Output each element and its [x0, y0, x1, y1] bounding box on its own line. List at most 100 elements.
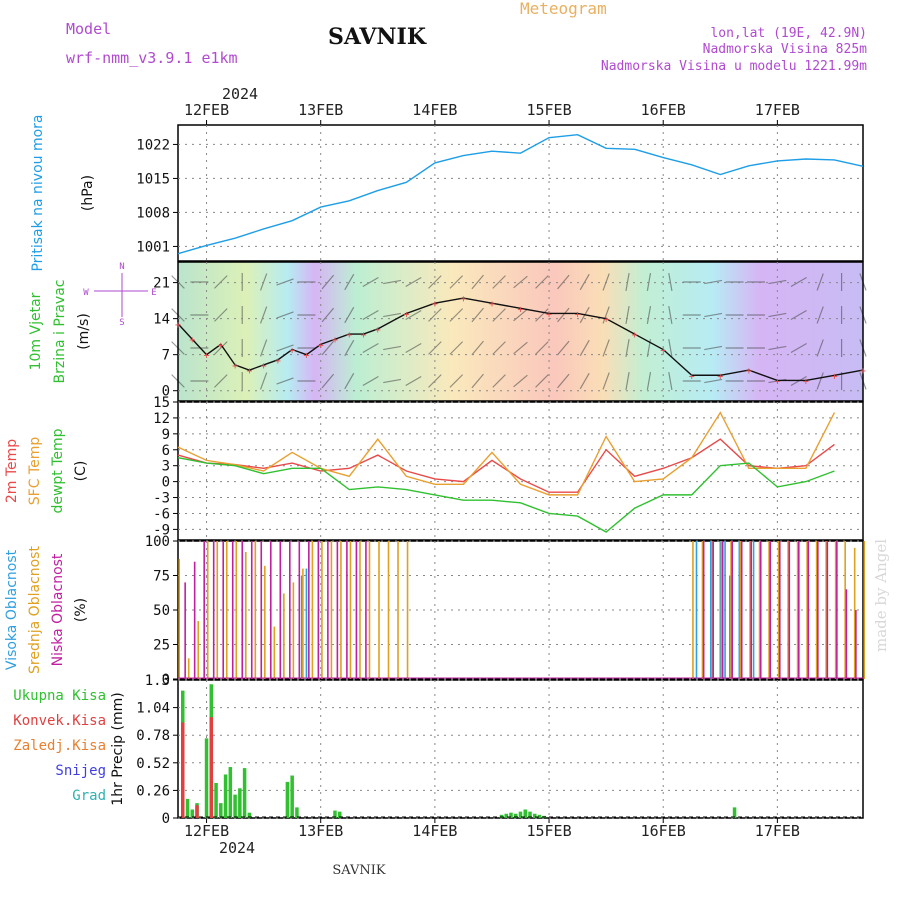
bar-ukupna-kisa [518, 811, 523, 818]
top-day-label: 13FEB [298, 101, 343, 119]
bar-ukupna-kisa [223, 774, 228, 818]
credit-watermark: made by Angel [872, 539, 890, 652]
wind-arrow [557, 274, 570, 290]
gust-marker: + [774, 376, 780, 387]
y-tick-label: 0.78 [136, 728, 170, 744]
bar-niska-oblacnost [807, 541, 810, 679]
bottom-day-label: 14FEB [412, 822, 457, 840]
compass-label: N [119, 262, 124, 272]
wind-arrow [214, 374, 228, 388]
bar-srednja-oblacnost [235, 541, 238, 679]
wind-arrow [405, 276, 422, 288]
wind-arrow [471, 307, 484, 323]
gust-marker: + [375, 325, 381, 336]
top-day-label: 12FEB [184, 101, 229, 119]
wind-arrow [602, 372, 610, 390]
y-tick-label: 1001 [136, 239, 170, 255]
bottom-day-label: 16FEB [641, 822, 686, 840]
bar-niska-oblacnost [231, 541, 234, 679]
bar-niska-oblacnost [817, 541, 819, 679]
bar-visoka-oblacnost [738, 541, 741, 679]
bar-ukupna-kisa [732, 807, 737, 818]
bar-srednja-oblacnost [406, 541, 409, 679]
wind-arrow [259, 372, 268, 390]
wind-arrow [768, 279, 787, 285]
top-day-label: 17FEB [755, 101, 800, 119]
wind-arrow [276, 377, 294, 385]
gust-marker: + [303, 351, 309, 362]
bar-niska-oblacnost [721, 541, 724, 679]
bar-niska-oblacnost [203, 541, 205, 679]
panel-pressure: 1001 1008 1015 1022 Pritisak na nivou mora (h… [30, 114, 864, 272]
wind-arrow [405, 375, 422, 387]
bar-niska-oblacnost [798, 541, 800, 679]
gust-marker: + [575, 309, 581, 320]
bar-visoka-oblacnost [300, 575, 303, 679]
bar-niska-oblacnost [365, 541, 367, 679]
bar-ukupna-kisa [285, 781, 290, 818]
gust-marker: + [275, 356, 281, 367]
bar-srednja-oblacnost [264, 565, 266, 679]
y-tick-label: 9 [162, 427, 170, 443]
top-year: 2024 [222, 85, 258, 103]
model-label: Model [66, 20, 111, 38]
series-line-speed [177, 297, 864, 382]
bar-ukupna-kisa [295, 807, 299, 818]
bar-srednja-oblacnost [225, 541, 228, 679]
wind-arrow [214, 341, 228, 355]
y-axis-label: (m/s) [76, 313, 92, 350]
y-axis-label: 2m Temp [4, 439, 20, 503]
gust-marker: + [831, 371, 837, 382]
bar-ukupna-kisa [190, 809, 195, 818]
y-tick-label: 1022 [136, 137, 170, 153]
bar-srednja-oblacnost [340, 541, 342, 679]
wind-arrow [646, 372, 652, 390]
wind-arrow [625, 372, 630, 390]
y-tick-label: 0 [162, 384, 170, 400]
gust-marker: + [318, 340, 324, 351]
panel-wind: N W E S 0 7 14 21 10m Vjetar Brzina i Pravac (m/s)… [28, 261, 867, 402]
bar-niska-oblacnost [355, 541, 358, 679]
wind-arrow [471, 373, 484, 389]
wind-arrow [362, 375, 379, 387]
elevation-label: Nadmorska Visina 825m [703, 42, 868, 57]
wind-arrow [557, 373, 570, 389]
gust-marker: + [232, 361, 238, 372]
bar-srednja-oblacnost [187, 658, 190, 679]
series-line-dewpt-temp [177, 457, 835, 533]
wind-arrow [383, 312, 402, 318]
wind-arrow [602, 339, 610, 357]
bar-srednja-oblacnost [777, 541, 780, 679]
wind-arrow [816, 372, 824, 390]
bar-niska-oblacnost [740, 541, 743, 679]
gust-marker: + [632, 330, 638, 341]
bar-ukupna-kisa [504, 813, 508, 818]
wind-arrow [276, 278, 294, 286]
bottom-day-label: 12FEB [184, 822, 229, 840]
bar-ukupna-kisa [242, 768, 247, 818]
bar-visoka-oblacnost [305, 568, 308, 679]
wind-arrow [383, 345, 402, 351]
bar-srednja-oblacnost [806, 541, 808, 679]
bar-ukupna-kisa [238, 788, 242, 818]
bar-srednja-oblacnost [730, 541, 732, 679]
wind-arrow [321, 307, 335, 323]
wind-arrow [344, 273, 355, 291]
wind-arrow [625, 273, 630, 291]
y-tick-label: -3 [153, 491, 170, 507]
panel-precip: 0 0.26 0.52 0.78 1.04 1.3 1hr Precip (mm)Ukupn… [13, 673, 864, 827]
bar-srednja-oblacnost [768, 541, 770, 679]
bar-srednja-oblacnost [834, 541, 837, 679]
wind-arrow [579, 372, 590, 390]
bar-ukupna-kisa [537, 814, 542, 818]
wind-arrow [321, 274, 335, 290]
bar-niska-oblacnost [308, 541, 310, 679]
wind-arrow [668, 339, 673, 357]
bar-srednja-oblacnost [387, 541, 390, 679]
wind-arrow [276, 311, 294, 319]
wind-arrow [492, 341, 506, 355]
bar-srednja-oblacnost [863, 541, 865, 679]
y-tick-label: 100 [145, 534, 170, 550]
wind-arrow [579, 339, 590, 357]
